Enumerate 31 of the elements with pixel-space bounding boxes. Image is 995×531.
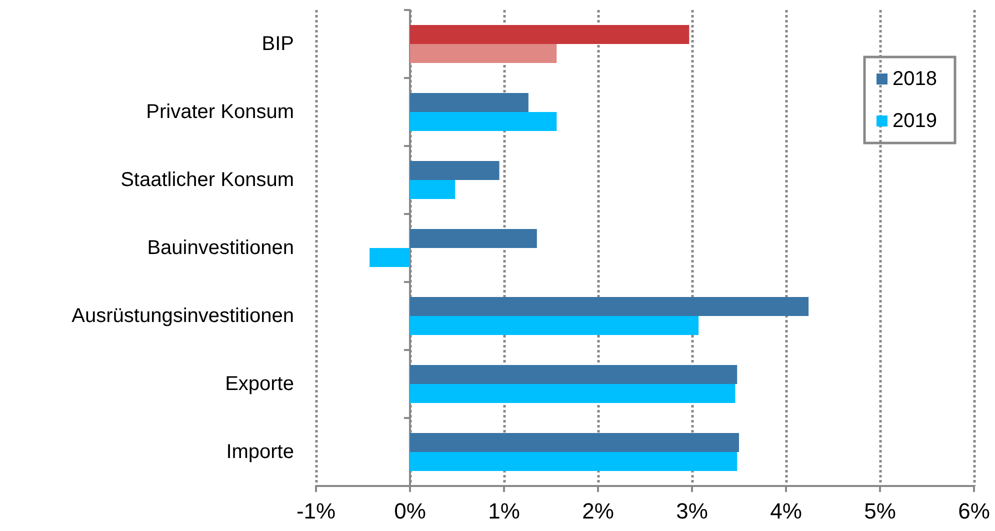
bar (410, 433, 739, 452)
legend-label: 2018 (892, 68, 938, 90)
bar (410, 297, 809, 316)
bar (410, 316, 699, 335)
bar (410, 112, 557, 131)
x-tick-label: 3% (676, 498, 708, 524)
x-tick-label: 5% (864, 498, 896, 524)
y-tick-label: Exporte (225, 373, 294, 395)
bar (410, 93, 528, 112)
y-tick-label: Bauinvestitionen (147, 237, 294, 259)
x-tick-label: 6% (958, 498, 990, 524)
bar (410, 365, 738, 384)
x-tick-label: 0% (394, 498, 426, 524)
x-tick-label: 2% (582, 498, 614, 524)
x-tick-label: 1% (488, 498, 520, 524)
y-tick-label: Staatlicher Konsum (120, 169, 294, 191)
bar (370, 248, 410, 267)
bar (410, 384, 736, 403)
x-tick-label: -1% (296, 498, 336, 524)
y-tick-label: Ausrüstungsinvestitionen (72, 305, 294, 327)
bar (410, 229, 537, 248)
x-tick-label: 4% (770, 498, 802, 524)
legend-label: 2019 (892, 110, 938, 132)
bar (410, 180, 456, 199)
bar (410, 25, 690, 44)
y-tick-label: Privater Konsum (146, 101, 294, 123)
y-tick-label: Importe (226, 441, 294, 463)
bar (410, 452, 738, 471)
bar (410, 161, 500, 180)
y-tick-label: BIP (262, 33, 294, 55)
bar (410, 44, 557, 63)
